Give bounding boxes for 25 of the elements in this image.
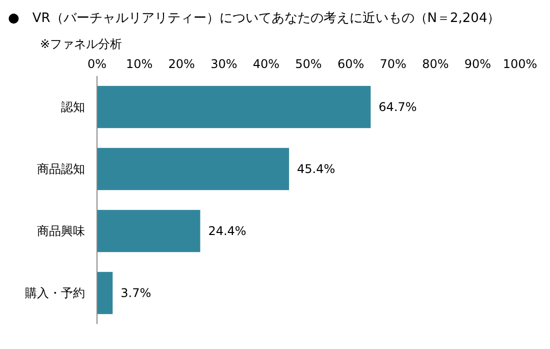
x-tick-label: 30%	[210, 57, 238, 71]
data-label: 24.4%	[208, 224, 246, 238]
bar	[97, 210, 200, 252]
data-label: 3.7%	[120, 286, 152, 300]
x-tick-label: 90%	[464, 57, 492, 71]
x-tick-label: 80%	[422, 57, 449, 71]
chart-subtitle: ※ファネル分析	[40, 37, 122, 51]
bar	[97, 272, 113, 314]
x-tick-label: 100%	[502, 57, 538, 71]
x-tick-label: 60%	[337, 57, 364, 71]
y-tick-label: 商品興味	[37, 224, 85, 238]
x-tick-label: 70%	[380, 57, 406, 71]
bar	[97, 86, 371, 128]
y-tick-label: 商品認知	[37, 162, 85, 176]
x-tick-label: 20%	[168, 57, 195, 71]
y-tick-label: 認知	[61, 100, 85, 114]
x-tick-label: 50%	[295, 57, 322, 71]
x-tick-label: 40%	[252, 57, 280, 71]
data-label: 64.7%	[378, 100, 417, 114]
chart-title: ● VR（バーチャルリアリティー）についてあなたの考えに近いもの（N＝2,204）	[8, 11, 500, 26]
bar	[97, 148, 290, 190]
x-tick-label: 10%	[126, 57, 153, 71]
x-tick-label: 0%	[87, 57, 107, 71]
data-label: 45.4%	[297, 162, 336, 176]
y-tick-label: 購入・予約	[25, 286, 85, 300]
